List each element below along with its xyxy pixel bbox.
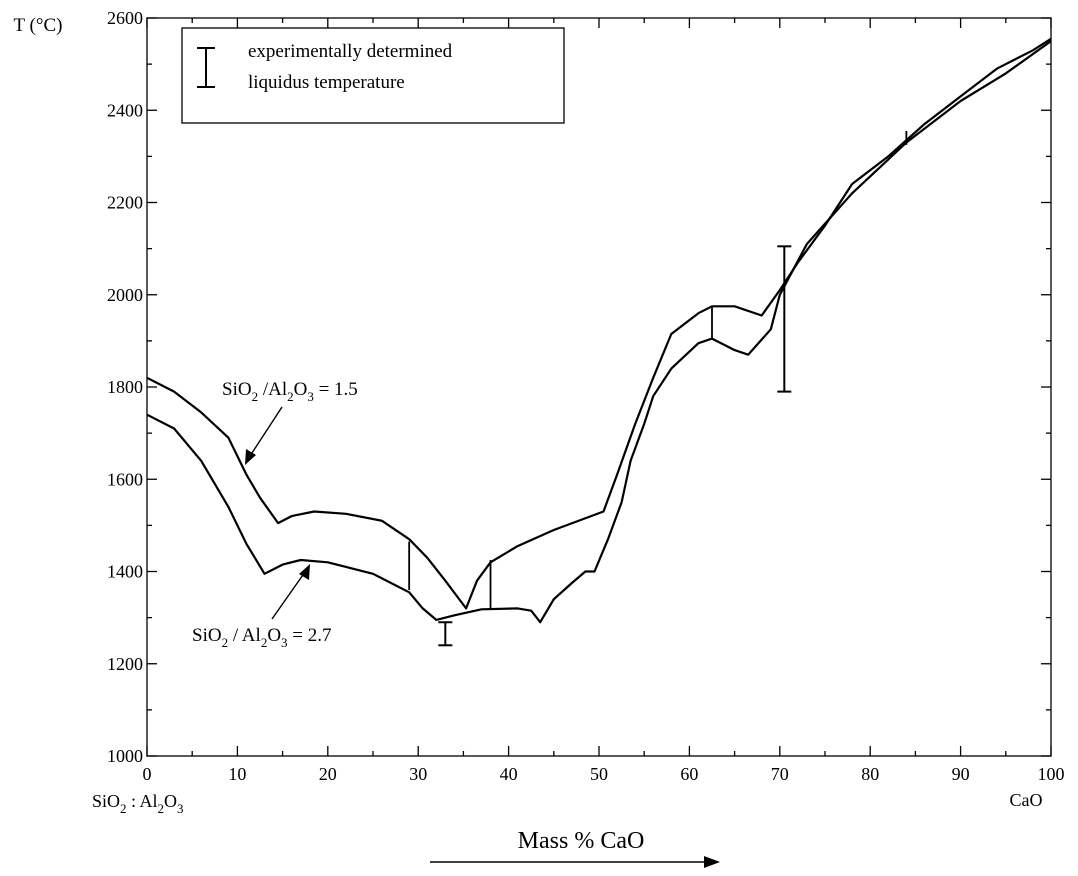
annotation-ratio-1-5-text: SiO2 /Al2O3 = 1.5 bbox=[222, 379, 358, 404]
x-axis-arrowhead bbox=[704, 856, 720, 868]
error-bars bbox=[438, 245, 792, 647]
annotation-ratio-2-7: SiO2 / Al2O3 = 2.7 bbox=[192, 564, 332, 650]
annotation-arrowhead-2-7 bbox=[299, 564, 310, 580]
x-tick-labels: 0 10 20 30 40 50 60 70 80 90 100 bbox=[143, 764, 1065, 784]
tie-lines bbox=[408, 131, 908, 609]
x-tick-label: 90 bbox=[952, 764, 970, 784]
series-line-1 bbox=[146, 37, 1052, 610]
y-tick-label: 2200 bbox=[107, 193, 143, 213]
annotation-ratio-2-7-text: SiO2 / Al2O3 = 2.7 bbox=[192, 625, 332, 650]
axis-ticks bbox=[146, 17, 1052, 757]
y-tick-label: 1600 bbox=[107, 469, 143, 489]
x-tick-label: 0 bbox=[143, 764, 152, 784]
y-tick-label: 1400 bbox=[107, 562, 143, 582]
x-tick-label: 10 bbox=[228, 764, 246, 784]
x-tick-label: 80 bbox=[861, 764, 879, 784]
y-tick-label: 2400 bbox=[107, 100, 143, 120]
y-tick-label: 1200 bbox=[107, 654, 143, 674]
x-tick-label: 50 bbox=[590, 764, 608, 784]
x-tick-label: 20 bbox=[319, 764, 337, 784]
legend: experimentally determined liquidus tempe… bbox=[181, 27, 565, 124]
annotation-ratio-1-5: SiO2 /Al2O3 = 1.5 bbox=[222, 379, 358, 465]
annotation-arrowhead-1-5 bbox=[245, 449, 256, 465]
legend-line-1: experimentally determined bbox=[248, 41, 453, 62]
x-tick-label: 70 bbox=[771, 764, 789, 784]
x-tick-label: 30 bbox=[409, 764, 427, 784]
series-layer bbox=[146, 37, 1052, 624]
annotation-arrow-1-5 bbox=[249, 406, 283, 457]
y-tick-label: 2600 bbox=[107, 8, 143, 28]
legend-line-2: liquidus temperature bbox=[248, 72, 405, 93]
legend-box bbox=[181, 27, 565, 124]
y-tick-label: 1800 bbox=[107, 377, 143, 397]
annotation-arrow-2-7 bbox=[271, 571, 306, 620]
x-end-label-left: SiO2 : Al2O3 bbox=[92, 791, 184, 816]
x-axis-title: Mass % CaO bbox=[518, 828, 645, 854]
y-tick-label: 2000 bbox=[107, 285, 143, 305]
x-end-label-right: CaO bbox=[1010, 790, 1043, 810]
series-line-2 bbox=[146, 40, 1052, 624]
x-tick-label: 100 bbox=[1038, 764, 1065, 784]
y-tick-label: 1000 bbox=[107, 746, 143, 766]
x-tick-label: 60 bbox=[680, 764, 698, 784]
x-tick-label: 40 bbox=[500, 764, 518, 784]
y-tick-labels: 1000 1200 1400 1600 1800 2000 2200 2400 2600 bbox=[107, 8, 143, 766]
y-axis-title: T (°C) bbox=[14, 15, 63, 36]
